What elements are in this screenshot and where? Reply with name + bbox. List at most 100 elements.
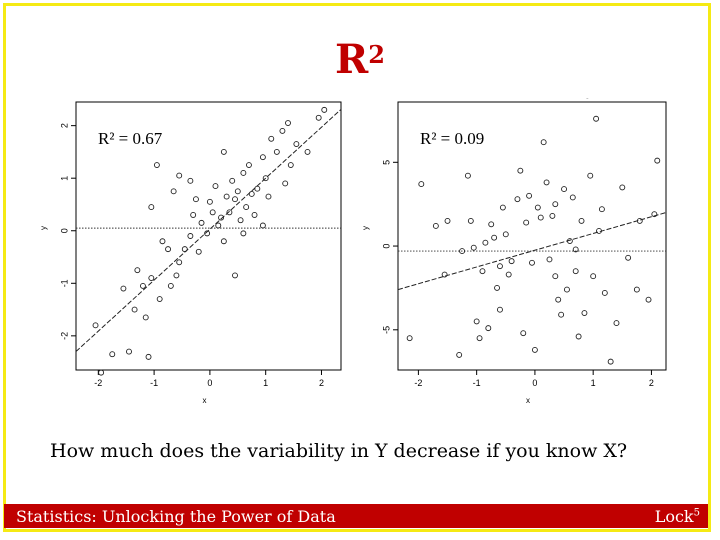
chart-1-point-28 [531, 346, 538, 353]
chart-0-point-25 [215, 222, 222, 229]
chart-0-point-51 [315, 114, 322, 121]
chart-1-point-39 [564, 286, 570, 293]
chart-1-point-57 [636, 217, 643, 224]
chart-0-point-18 [192, 196, 199, 203]
footer-book-title: Statistics: Unlocking the Power of Data [16, 507, 336, 526]
chart-1-plot-frame [397, 101, 667, 371]
chart-1-annotation: R² = 0.09 [420, 129, 484, 148]
chart-0-point-48 [287, 162, 294, 169]
chart-0-point-17 [190, 212, 197, 218]
chart-1-point-33 [546, 256, 553, 263]
chart-1-regression-line [398, 212, 666, 291]
chart-1-point-41 [569, 194, 576, 201]
chart-1-point-54 [619, 184, 626, 191]
chart-1-point-1 [418, 181, 425, 188]
slide-title: R2 [335, 36, 385, 83]
chart-1-y-axis-label: y [361, 226, 370, 230]
chart-0-point-56 [220, 148, 227, 155]
chart-1-point-48 [590, 273, 597, 280]
chart-1-point-27 [529, 259, 535, 266]
chart-0-x-tick-label-3: 1 [263, 378, 268, 388]
chart-1-point-64 [552, 273, 559, 280]
chart-1-point-37 [558, 311, 565, 318]
chart-0-point-59 [98, 369, 105, 376]
chart-0-point-24 [212, 183, 219, 190]
chart-1-point-23 [517, 167, 524, 174]
chart-1-y-tick-label-1: 0 [381, 244, 391, 249]
chart-1-y-tick-label-2: 5 [381, 160, 391, 165]
chart-1-point-24 [520, 330, 527, 337]
chart-0-point-42 [265, 193, 272, 200]
chart-1-point-36 [555, 296, 562, 303]
chart-1-point-55 [625, 254, 632, 261]
chart-1-point-29 [534, 204, 541, 211]
chart-0-point-10 [156, 296, 163, 303]
chart-1-point-14 [488, 221, 495, 228]
chart-0-x-tick-label-0: -2 [94, 378, 102, 388]
chart-0-point-62 [240, 230, 247, 237]
footer-bar: Statistics: Unlocking the Power of Data … [4, 504, 708, 528]
chart-0-point-54 [176, 172, 183, 179]
chart-1-point-21 [508, 258, 515, 265]
chart-1-point-43 [575, 333, 582, 340]
chart-1-point-4 [456, 351, 463, 358]
chart-1-point-32 [543, 179, 550, 186]
chart-1-point-61 [441, 271, 448, 278]
chart-1-point-44 [578, 217, 585, 224]
chart-1-point-12 [482, 239, 489, 246]
chart-0-point-28 [223, 193, 230, 200]
chart-0-point-40 [259, 154, 266, 161]
chart-1-point-45 [581, 310, 588, 317]
chart-1-point-50 [596, 228, 602, 234]
chart-1-point-60 [654, 157, 661, 164]
chart-0-point-41 [262, 175, 269, 182]
chart-0-point-33 [237, 217, 244, 224]
chart-1-point-62 [572, 246, 579, 253]
chart-0-point-0 [92, 322, 99, 329]
chart-0-x-tick-label-2: 0 [207, 378, 212, 388]
chart-0-point-53 [153, 162, 160, 169]
chart-1-point-9 [473, 318, 480, 325]
chart-0-x-tick-label-4: 2 [319, 378, 324, 388]
chart-1-point-10 [476, 335, 483, 342]
chart-0-point-39 [254, 185, 261, 192]
chart-0-point-7 [134, 267, 141, 274]
chart-1-point-7 [467, 217, 474, 224]
chart-0-point-30 [229, 177, 236, 184]
chart-0-point-21 [204, 230, 211, 237]
chart-0-point-57 [148, 204, 155, 211]
chart-0-x-tick-label-1: -1 [150, 378, 158, 388]
chart-0-y-tick-label-4: 2 [59, 123, 69, 128]
chart-0-point-8 [139, 282, 146, 289]
chart-1-point-3 [444, 217, 451, 224]
chart-0-point-31 [232, 196, 238, 203]
chart-1-point-65 [598, 206, 605, 213]
chart-0-point-49 [293, 141, 300, 147]
chart-0-point-46 [282, 180, 289, 187]
chart-0-point-11 [159, 238, 166, 245]
chart-1-point-52 [607, 358, 614, 365]
chart-0-y-tick-label-1: -1 [59, 279, 69, 287]
chart-0-point-60 [232, 272, 238, 279]
chart-0-y-tick-label-3: 1 [59, 176, 69, 181]
chart-1-x-tick-label-0: -2 [414, 378, 422, 388]
chart-0-point-43 [268, 135, 275, 142]
question-text: How much does the variability in Y decre… [50, 440, 628, 462]
chart-1-point-22 [514, 196, 521, 203]
chart-0-point-26 [218, 214, 225, 221]
chart-0-point-27 [220, 238, 227, 245]
chart-1-point-16 [494, 284, 500, 291]
chart-0-point-3 [145, 353, 152, 360]
chart-1-point-11 [479, 268, 486, 275]
scatter-plot-right: -2 -1 0 1 2 -5 0 5 x y R² = 0.09 [361, 98, 667, 405]
chart-0-point-19 [195, 248, 202, 255]
chart-1-x-tick-label-2: 0 [532, 378, 537, 388]
chart-1-point-5 [459, 248, 466, 255]
chart-1-point-15 [491, 234, 498, 241]
chart-1-point-49 [593, 115, 600, 122]
chart-0-point-1 [109, 351, 116, 358]
chart-0-point-12 [165, 246, 172, 253]
chart-0-point-50 [304, 148, 311, 155]
chart-1-point-2 [432, 222, 439, 229]
chart-0-point-23 [209, 209, 216, 216]
